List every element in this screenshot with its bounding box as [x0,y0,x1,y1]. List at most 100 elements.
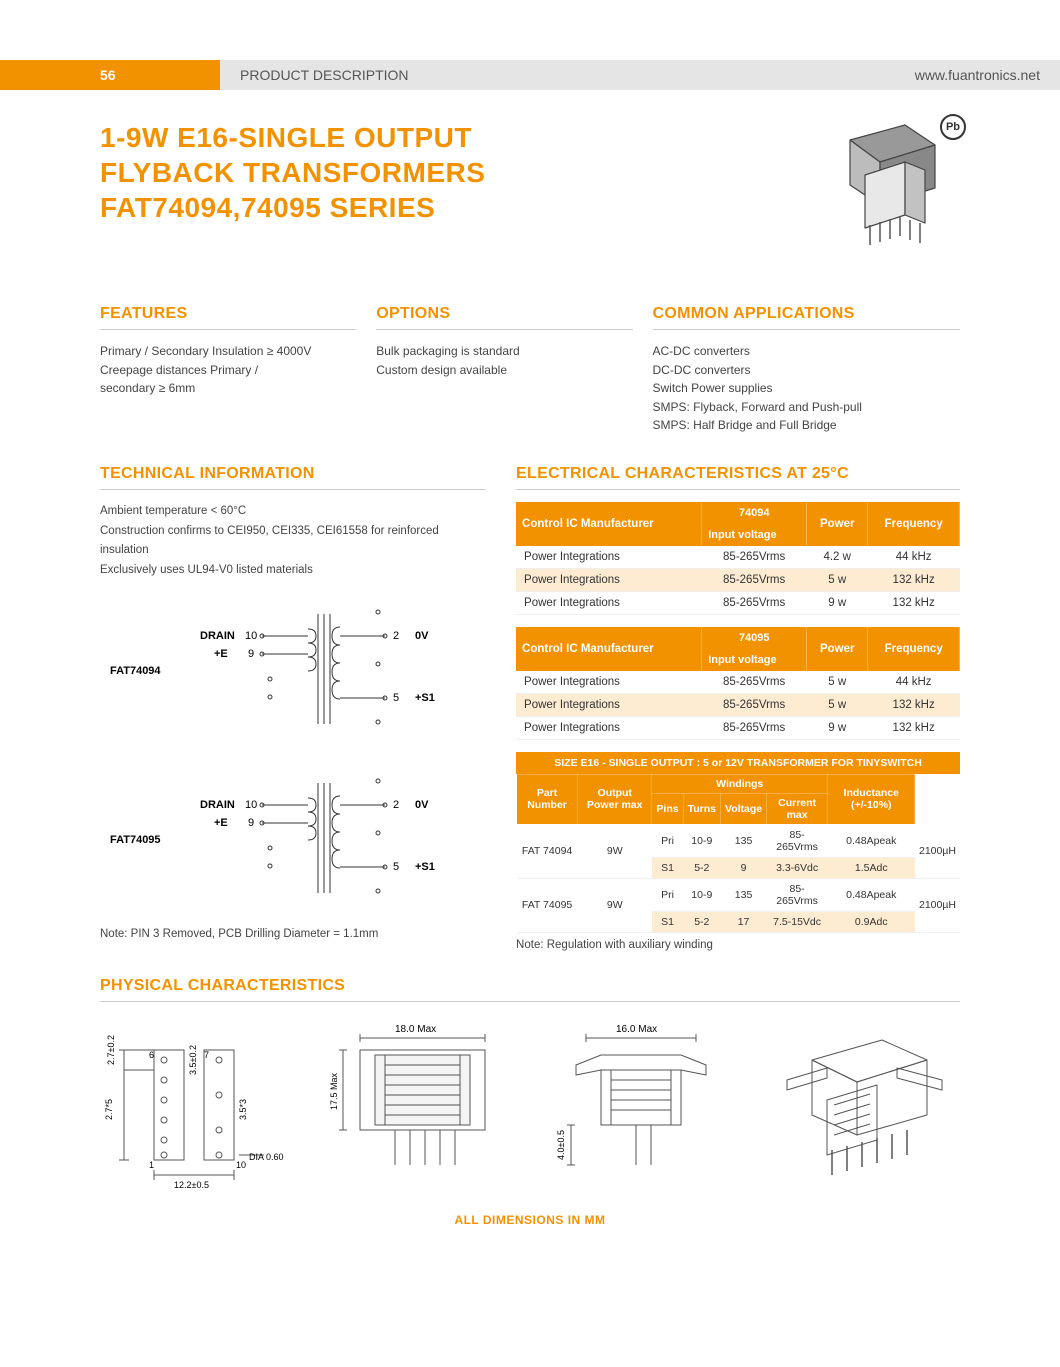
table-row: Power Integrations85-265Vrms5 w132 kHz [516,568,959,591]
svg-text:2.7±0.2: 2.7±0.2 [106,1035,116,1065]
tech-line: Construction confirms to CEI950, CEI335,… [100,522,486,561]
pb-free-badge: Pb [940,114,966,140]
svg-text:0V: 0V [415,799,429,811]
col-mfr: Control IC Manufacturer [516,627,702,671]
col-freq: Frequency [868,627,960,671]
schematic-fat74094: FAT74094 DRAIN +E 10 9 [100,594,486,749]
col-windings: Windings [652,774,828,793]
svg-text:17.5 Max: 17.5 Max [329,1072,339,1110]
table-row: Power Integrations85-265Vrms5 w132 kHz [516,693,959,716]
svg-text:4.0±0.5: 4.0±0.5 [556,1130,566,1160]
regulation-note: Note: Regulation with auxiliary winding [516,939,960,951]
svg-text:2.7*5: 2.7*5 [104,1099,114,1120]
table-row: FAT 740959W Pri10-913585-265Vrms0.48Apea… [517,878,960,911]
col-volt: Voltage [720,793,766,824]
col-input: Input voltage [702,524,807,546]
svg-text:+E: +E [214,648,228,660]
title-line-1: 1-9W E16-SINGLE OUTPUT [100,120,485,155]
svg-text:18.0 Max: 18.0 Max [395,1024,436,1035]
table-row: Power Integrations85-265Vrms4.2 w44 kHz [516,546,959,569]
drawing-side-2: 16.0 Max 4.0±0.5 [542,1020,739,1193]
col-turns: Turns [683,793,720,824]
table-74094: Control IC Manufacturer 74094 Power Freq… [516,502,960,615]
svg-text:7: 7 [204,1050,209,1060]
col-power: Power [807,502,868,546]
svg-text:10: 10 [245,630,257,642]
svg-text:2: 2 [393,630,399,642]
table-row: Power Integrations85-265Vrms9 w132 kHz [516,591,959,614]
svg-text:9: 9 [248,817,254,829]
svg-text:DRAIN: DRAIN [200,799,235,811]
tech-heading: TECHNICAL INFORMATION [100,465,486,490]
svg-text:12.2±0.5: 12.2±0.5 [174,1180,209,1190]
table-windings: Part Number Output Power max Windings In… [516,774,960,933]
header-section: PRODUCT DESCRIPTION [240,67,409,83]
svg-text:10: 10 [245,799,257,811]
header-bar: 56 PRODUCT DESCRIPTION www.fuantronics.n… [0,60,1060,90]
apps-line: Switch Power supplies [653,379,961,398]
table-row: FAT 740949W Pri10-913585-265Vrms0.48Apea… [517,824,960,857]
tech-line: Ambient temperature < 60°C [100,502,486,522]
header-url: www.fuantronics.net [915,67,1040,83]
table-row: Power Integrations85-265Vrms9 w132 kHz [516,716,959,739]
schematic-fat74095: FAT74095 DRAIN +E 10 9 [100,763,486,918]
apps-line: AC-DC converters [653,342,961,361]
apps-line: SMPS: Flyback, Forward and Push-pull [653,398,961,417]
title-line-3: FAT74094,74095 SERIES [100,190,485,225]
svg-text:DRAIN: DRAIN [200,630,235,642]
schematic-part-label: FAT74094 [110,665,161,677]
table-74095: Control IC Manufacturer 74095 Power Freq… [516,627,960,740]
tech-line: Exclusively uses UL94-V0 listed material… [100,561,486,581]
svg-text:2: 2 [393,799,399,811]
svg-text:1: 1 [149,1160,154,1170]
features-line: Creepage distances Primary / [100,361,356,380]
apps-line: SMPS: Half Bridge and Full Bridge [653,416,961,435]
svg-text:16.0 Max: 16.0 Max [616,1024,657,1035]
svg-text:6: 6 [149,1050,154,1060]
dimensions-note: ALL DIMENSIONS IN MM [100,1213,960,1227]
svg-text:FAT74095: FAT74095 [110,834,161,846]
table-title-74094: 74094 [702,502,807,524]
winding-table-title: SIZE E16 - SINGLE OUTPUT : 5 or 12V TRAN… [516,752,960,774]
elec-heading: ELECTRICAL CHARACTERISTICS AT 25°C [516,465,960,490]
options-heading: OPTIONS [376,305,632,330]
table-title-74095: 74095 [702,627,807,649]
product-image: Pb [810,120,960,255]
features-heading: FEATURES [100,305,356,330]
svg-text:0V: 0V [415,630,429,642]
table-row: Power Integrations85-265Vrms5 w44 kHz [516,671,959,694]
physical-drawings: 2.7±0.2 2.7*5 3.5±0.2 3.5*3 6 7 1 10 12.… [100,1020,960,1193]
col-opmax: Output Power max [578,774,652,824]
features-line: Primary / Secondary Insulation ≥ 4000V [100,342,356,361]
features-line: secondary ≥ 6mm [100,379,356,398]
col-input: Input voltage [702,649,807,671]
title-line-2: FLYBACK TRANSFORMERS [100,155,485,190]
svg-text:+S1: +S1 [415,692,435,704]
svg-text:9: 9 [248,648,254,660]
svg-text:+E: +E [214,817,228,829]
svg-text:5: 5 [393,692,399,704]
col-freq: Frequency [868,502,960,546]
col-mfr: Control IC Manufacturer [516,502,702,546]
col-pins: Pins [652,793,683,824]
svg-text:DIA 0.60: DIA 0.60 [249,1152,284,1162]
drawing-footprint: 2.7±0.2 2.7*5 3.5±0.2 3.5*3 6 7 1 10 12.… [100,1020,297,1193]
col-part: Part Number [517,774,578,824]
svg-text:10: 10 [236,1160,246,1170]
apps-line: DC-DC converters [653,361,961,380]
options-line: Custom design available [376,361,632,380]
svg-text:3.5*3: 3.5*3 [238,1099,248,1120]
col-curmax: Current max [767,793,828,824]
page-title: 1-9W E16-SINGLE OUTPUT FLYBACK TRANSFORM… [100,120,485,225]
phys-heading: PHYSICAL CHARACTERISTICS [100,977,960,1002]
apps-heading: COMMON APPLICATIONS [653,305,961,330]
drawing-isometric [763,1020,960,1193]
page-number: 56 [0,60,220,90]
svg-text:5: 5 [393,861,399,873]
col-ind: Inductance (+/-10%) [828,774,915,824]
col-power: Power [807,627,868,671]
options-line: Bulk packaging is standard [376,342,632,361]
pin-note: Note: PIN 3 Removed, PCB Drilling Diamet… [100,928,486,940]
svg-text:+S1: +S1 [415,861,435,873]
svg-text:3.5±0.2: 3.5±0.2 [188,1045,198,1075]
